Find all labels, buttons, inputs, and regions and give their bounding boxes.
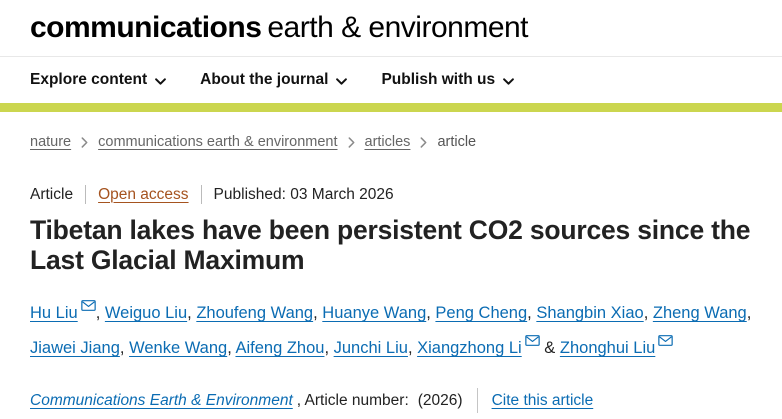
author-link-zhoufeng-wang[interactable]: Zhoufeng Wang [196, 304, 314, 323]
chevron-down-icon [155, 77, 167, 85]
nav-item-label: Explore content [30, 71, 148, 88]
author-link-weiguo-liu[interactable]: Weiguo Liu [104, 304, 188, 323]
author-separator: & [539, 339, 560, 358]
breadcrumb-separator [81, 136, 88, 148]
nav-item-publish-with-us[interactable]: Publish with us [381, 71, 514, 89]
email-envelope-icon[interactable] [80, 300, 96, 312]
author-link-hu-liu[interactable]: Hu Liu [30, 304, 78, 323]
author-link-jiawei-jiang[interactable]: Jiawei Jiang [30, 339, 120, 358]
article-number-value: (2026) [417, 391, 463, 409]
main-nav: Explore content About the journal Publis… [0, 57, 782, 103]
author-list: Hu Liu , Weiguo Liu, Zhoufeng Wang, Huan… [30, 296, 752, 366]
author-link-peng-cheng[interactable]: Peng Cheng [435, 304, 528, 323]
author-separator: , [527, 304, 537, 323]
meta-separator [200, 185, 202, 204]
nav-item-label: About the journal [200, 71, 329, 88]
chevron-right-icon [420, 136, 427, 148]
nav-item-about-the-journal[interactable]: About the journal [200, 71, 348, 89]
citation-separator [476, 388, 478, 414]
logo-earth-environment: earth & environment [267, 11, 529, 44]
email-envelope-icon[interactable] [524, 335, 540, 347]
author-link-junchi-liu[interactable]: Junchi Liu [333, 339, 408, 358]
article-meta-row: Article Open access Published: 03 March … [30, 185, 752, 204]
journal-name-link[interactable]: Communications Earth & Environment [30, 391, 293, 409]
breadcrumb-item-articles[interactable]: articles [364, 134, 411, 150]
author-separator: , [426, 304, 436, 323]
author-separator: , [187, 304, 197, 323]
author-link-shangbin-xiao[interactable]: Shangbin Xiao [536, 304, 644, 323]
breadcrumb-item-nature[interactable]: nature [30, 134, 72, 150]
journal-citation-row: Communications Earth & Environment , Art… [30, 388, 752, 414]
article-title: Tibetan lakes have been persistent CO2 s… [30, 215, 751, 276]
breadcrumb-item-communications-earth-environment[interactable]: communications earth & environment [98, 134, 338, 150]
journal-logo[interactable]: communications earth & environment [30, 11, 529, 45]
author-link-zhonghui-liu[interactable]: Zhonghui Liu [559, 339, 656, 358]
chevron-down-icon [503, 77, 514, 85]
author-separator: , [227, 339, 236, 358]
author-link-aifeng-zhou[interactable]: Aifeng Zhou [235, 339, 325, 358]
meta-separator [85, 185, 87, 204]
article-header: Article Open access Published: 03 March … [0, 185, 782, 414]
author-separator: , [324, 339, 334, 358]
author-link-zheng-wang[interactable]: Zheng Wang [652, 304, 747, 323]
breadcrumb: nature communications earth & environmen… [30, 134, 752, 150]
breadcrumb-separator [420, 136, 427, 148]
published-date: Published: 03 March 2026 [213, 185, 394, 203]
article-number-label: , Article number: [296, 391, 409, 409]
author-link-xiangzhong-li[interactable]: Xiangzhong Li [417, 339, 522, 358]
chevron-down-icon [336, 77, 348, 85]
nav-item-label: Publish with us [381, 71, 496, 88]
author-separator: , [407, 339, 418, 358]
author-separator: , [313, 304, 323, 323]
cite-this-article-link[interactable]: Cite this article [491, 391, 594, 409]
open-access-link[interactable]: Open access [98, 185, 189, 203]
breadcrumb-separator [348, 136, 355, 148]
breadcrumb-item-article: article [437, 134, 477, 150]
author-separator: , [119, 339, 130, 358]
journal-accent-bar [0, 103, 782, 112]
article-type-label: Article [30, 185, 74, 203]
author-separator: , [643, 304, 653, 323]
author-link-huanye-wang[interactable]: Huanye Wang [322, 304, 427, 323]
author-separator: , [95, 304, 105, 323]
author-link-wenke-wang[interactable]: Wenke Wang [129, 339, 228, 358]
author-separator: , [746, 304, 752, 323]
email-envelope-icon[interactable] [658, 335, 674, 347]
nav-item-explore-content[interactable]: Explore content [30, 71, 167, 89]
site-header: communications earth & environment [0, 0, 782, 57]
logo-communications: communications [30, 11, 262, 44]
chevron-right-icon [348, 136, 354, 148]
chevron-right-icon [81, 136, 88, 148]
